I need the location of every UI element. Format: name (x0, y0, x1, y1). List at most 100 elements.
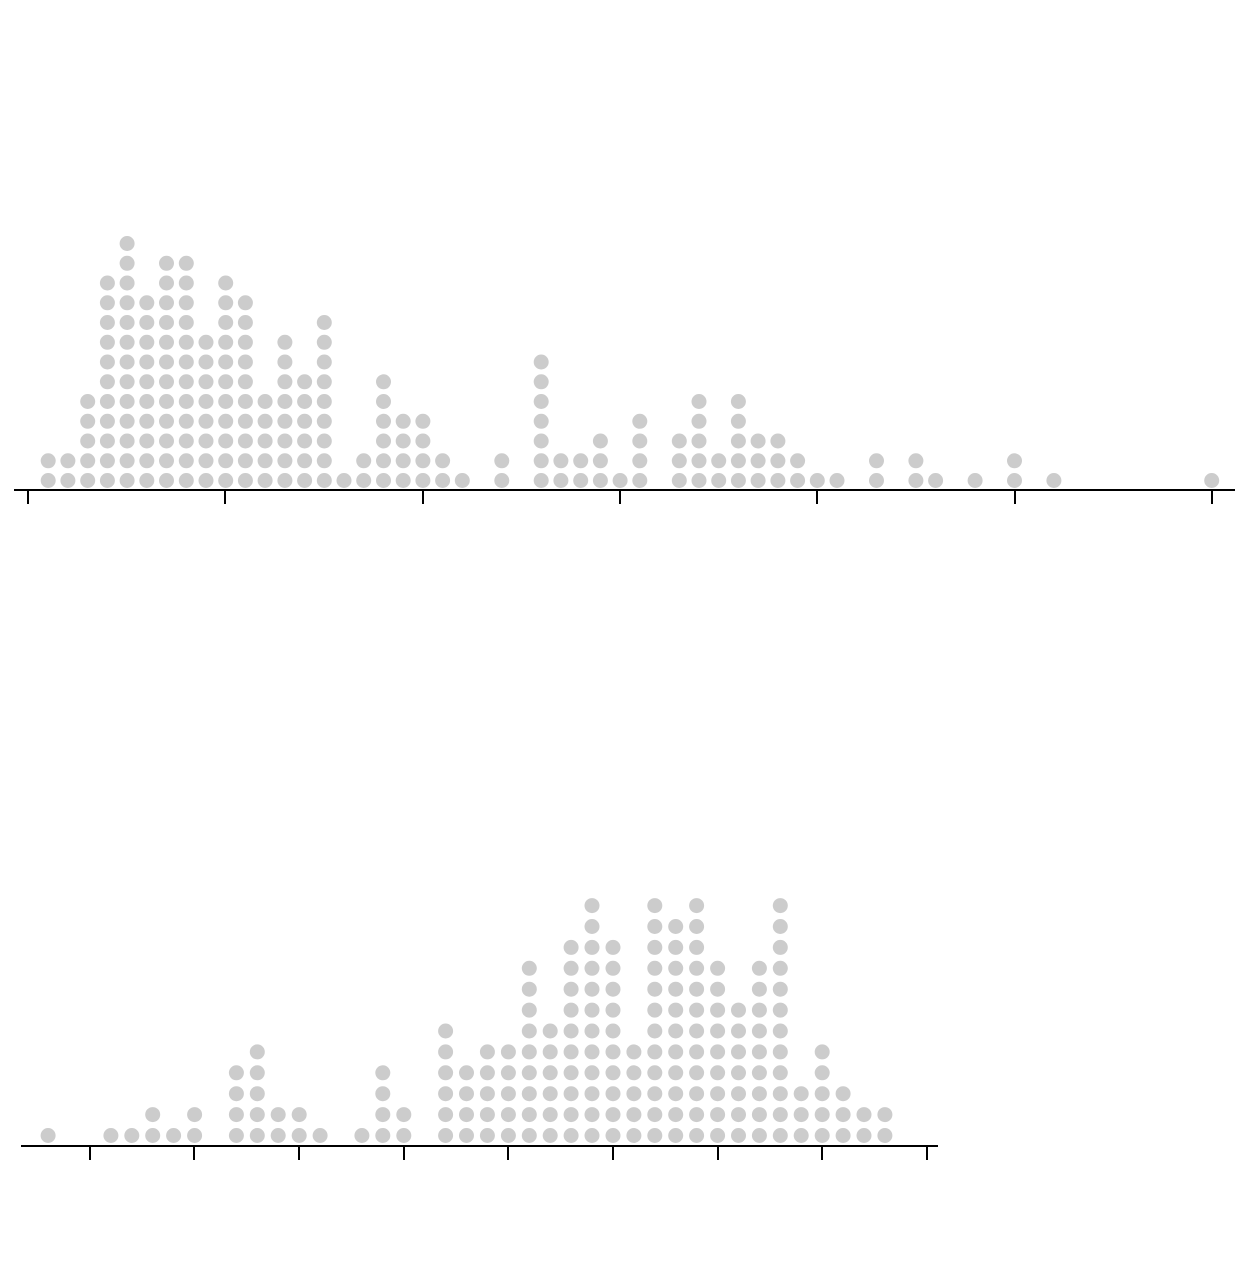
data-dot (228, 1107, 244, 1123)
data-dot (494, 473, 510, 488)
data-dot (237, 315, 253, 330)
data-dot (277, 334, 293, 350)
data-dot (336, 473, 352, 488)
data-dot (396, 1107, 412, 1123)
data-dot (542, 1065, 558, 1081)
data-dot (584, 1107, 600, 1123)
data-dot (415, 433, 431, 449)
data-dot (605, 939, 621, 955)
data-dot (563, 1065, 579, 1081)
data-dot (500, 1044, 516, 1060)
data-dot (99, 413, 115, 429)
data-dot (218, 354, 234, 370)
data-dot (479, 1128, 495, 1143)
data-dot (521, 1128, 537, 1143)
data-dot (689, 981, 705, 997)
data-dot (376, 413, 391, 429)
data-dot (249, 1107, 265, 1123)
data-dot (139, 354, 155, 370)
data-dot (218, 473, 234, 488)
data-dot (772, 919, 788, 934)
data-dot (435, 453, 451, 469)
data-dot (647, 1128, 663, 1143)
data-dot (521, 960, 537, 976)
data-dot (277, 394, 293, 409)
data-dot (829, 473, 845, 488)
data-dot (178, 473, 194, 488)
data-dot (730, 433, 746, 449)
data-dot (277, 413, 293, 429)
data-dot (237, 394, 253, 409)
data-dot (119, 275, 135, 291)
data-dot (316, 453, 332, 469)
data-dot (689, 1044, 705, 1060)
data-dot (584, 1086, 600, 1102)
data-dot (99, 433, 115, 449)
data-dot (533, 433, 549, 449)
data-dot (689, 1107, 705, 1123)
data-dot (751, 1107, 767, 1123)
data-dot (750, 473, 766, 488)
data-dot (573, 473, 589, 488)
data-dot (553, 453, 569, 469)
data-dot (689, 1002, 705, 1018)
data-dot (584, 1044, 600, 1060)
data-dot (178, 315, 194, 330)
data-dot (80, 453, 96, 469)
data-dot (415, 473, 431, 488)
data-dot (277, 473, 293, 488)
data-dot (297, 413, 313, 429)
data-dot (459, 1086, 474, 1102)
data-dot (159, 334, 174, 350)
data-dot (270, 1107, 286, 1123)
data-dot (772, 1107, 788, 1123)
data-dot (376, 473, 391, 488)
data-dot (731, 1128, 746, 1143)
data-dot (354, 1128, 370, 1143)
data-dot (626, 1107, 642, 1123)
data-dot (297, 433, 313, 449)
data-dot (584, 981, 600, 997)
data-dot (40, 1128, 56, 1143)
data-dot (316, 394, 332, 409)
data-dot (632, 433, 648, 449)
data-dot (119, 473, 135, 488)
data-dot (668, 1044, 684, 1060)
data-dot (605, 981, 621, 997)
data-dot (228, 1086, 244, 1102)
bottom-dot-plot (21, 898, 938, 1160)
data-dot (218, 275, 234, 291)
data-dot (790, 473, 806, 488)
data-dot (99, 374, 115, 390)
data-dot (139, 413, 155, 429)
data-dot (159, 453, 174, 469)
data-dot (689, 919, 705, 934)
data-dot (626, 1044, 642, 1060)
data-dot (584, 939, 600, 955)
data-dot (139, 433, 155, 449)
data-dot (521, 1086, 537, 1102)
data-dot (60, 453, 76, 469)
data-dot (710, 960, 726, 976)
data-dot (668, 981, 684, 997)
data-dot (218, 334, 234, 350)
data-dot (793, 1107, 809, 1123)
data-dot (668, 1107, 684, 1123)
data-dot (647, 1044, 663, 1060)
data-dot (584, 919, 600, 934)
data-dot (415, 413, 431, 429)
data-dot (257, 394, 273, 409)
data-dot (198, 374, 214, 390)
data-dot (376, 394, 391, 409)
data-dot (257, 453, 273, 469)
data-dot (438, 1023, 454, 1039)
data-dot (80, 473, 96, 488)
data-dot (751, 960, 767, 976)
data-dot (494, 453, 510, 469)
data-dot (542, 1107, 558, 1123)
data-dot (793, 1128, 809, 1143)
data-dot (751, 1002, 767, 1018)
data-dot (908, 473, 924, 488)
data-dot (563, 1128, 579, 1143)
